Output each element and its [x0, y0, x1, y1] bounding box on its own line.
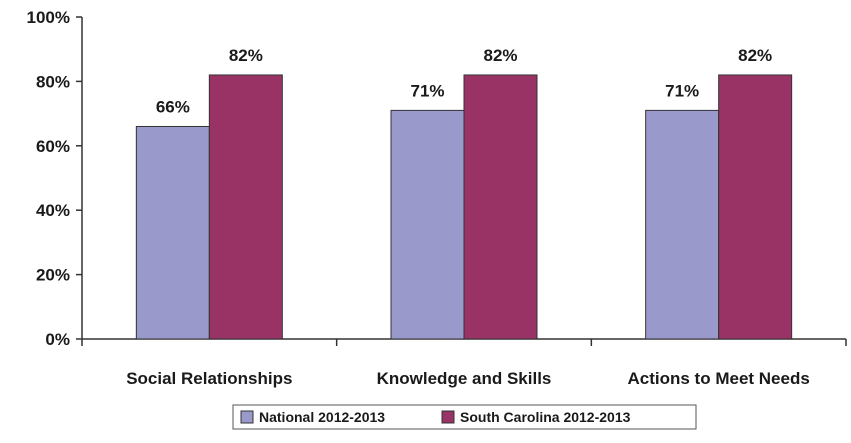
y-tick-label: 40% [36, 201, 70, 220]
x-tick-label: Knowledge and Skills [377, 369, 552, 388]
data-label: 82% [229, 46, 263, 65]
bar [718, 74, 793, 340]
data-label: 71% [410, 81, 444, 100]
legend: National 2012-2013 South Carolina 2012-20… [232, 404, 697, 430]
legend-label: National 2012-2013 [259, 409, 385, 425]
x-tick-label: Actions to Meet Needs [628, 369, 810, 388]
legend-box [232, 404, 697, 430]
data-label: 82% [483, 46, 517, 65]
legend-swatch [441, 410, 455, 424]
bar [135, 125, 210, 340]
bars: 66% 82% 71% 82% 71% 82% [135, 46, 793, 340]
data-label: 66% [156, 97, 190, 116]
bar [463, 74, 538, 340]
bar [645, 109, 720, 340]
legend-label: South Carolina 2012-2013 [460, 409, 631, 425]
data-label: 82% [738, 46, 772, 65]
y-tick-label: 100% [27, 8, 70, 27]
y-tick-label: 0% [45, 330, 70, 349]
bar [390, 109, 465, 340]
data-label: 71% [665, 81, 699, 100]
y-tick-label: 20% [36, 266, 70, 285]
legend-swatch [240, 410, 254, 424]
y-tick-label: 80% [36, 72, 70, 91]
y-tick-label: 60% [36, 137, 70, 156]
axes: 0% 20% 40% 60% 80% 100% Social Relationships Kn… [27, 8, 847, 388]
bar [208, 74, 283, 340]
x-tick-label: Social Relationships [126, 369, 292, 388]
